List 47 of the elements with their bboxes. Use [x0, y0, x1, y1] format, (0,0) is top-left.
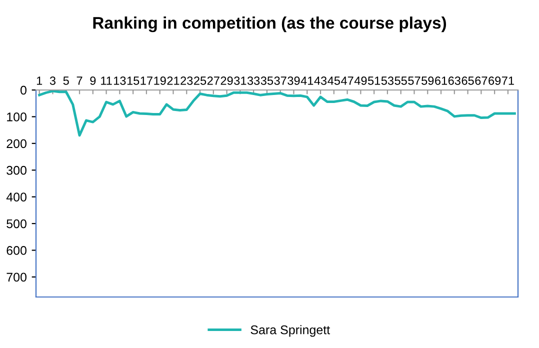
x-tick-label: 9	[90, 76, 96, 85]
x-tick-label: 29	[220, 76, 233, 85]
x-tick-label: 17	[140, 76, 152, 85]
x-tick-label: 25	[194, 76, 206, 85]
x-tick-label: 51	[368, 76, 380, 85]
x-tick-label: 23	[180, 76, 193, 85]
x-tick-label: 13	[114, 76, 126, 85]
x-tick-label: 49	[354, 76, 367, 85]
chart-title: Ranking in competition (as the course plays)	[93, 16, 446, 32]
x-tick-label: 41	[300, 76, 314, 85]
x-tick-label: 47	[341, 76, 354, 85]
x-tick-label: 69	[488, 76, 501, 85]
x-tick-label: 63	[448, 76, 460, 85]
x-tick-label: 55	[394, 76, 407, 85]
x-tick-label: 37	[274, 76, 286, 85]
x-tick-label: 71	[502, 76, 514, 85]
x-tick-label: 11	[101, 76, 112, 85]
y-tick-label: 0	[20, 86, 26, 95]
x-tick-label: 27	[207, 76, 220, 85]
y-tick-label: 100	[7, 112, 26, 122]
x-tick-label: 65	[462, 76, 474, 85]
x-tick-label: 19	[154, 76, 166, 85]
x-tick-label: 61	[435, 76, 448, 85]
x-tick-label: 43	[314, 76, 327, 85]
y-tick-label: 400	[6, 192, 26, 202]
x-tick-label: 33	[247, 76, 260, 85]
legend-label: Sara Springett	[250, 325, 330, 337]
x-tick-label: 3	[50, 76, 56, 85]
x-tick-label: 5	[63, 76, 69, 85]
x-tick-label: 7	[76, 76, 82, 85]
x-tick-label: 45	[328, 76, 340, 85]
y-tick-label: 200	[6, 139, 26, 148]
line-series	[38, 90, 516, 137]
x-tick-label: 53	[381, 76, 394, 85]
x-tick-label: 39	[288, 76, 300, 85]
y-tick-label: 600	[6, 246, 26, 255]
x-tick-label: 15	[127, 76, 140, 85]
x-tick-label: 31	[234, 76, 246, 85]
y-tick-label: 700	[6, 272, 26, 282]
y-tick-label: 300	[6, 166, 26, 175]
x-tick-label: 35	[260, 76, 274, 85]
x-tick-label: 59	[422, 76, 434, 85]
x-tick-label: 67	[475, 76, 488, 85]
x-tick-label: 57	[408, 76, 420, 85]
x-tick-label: 21	[167, 76, 180, 85]
x-tick-label: 1	[36, 76, 42, 85]
y-tick-label: 500	[6, 219, 26, 228]
